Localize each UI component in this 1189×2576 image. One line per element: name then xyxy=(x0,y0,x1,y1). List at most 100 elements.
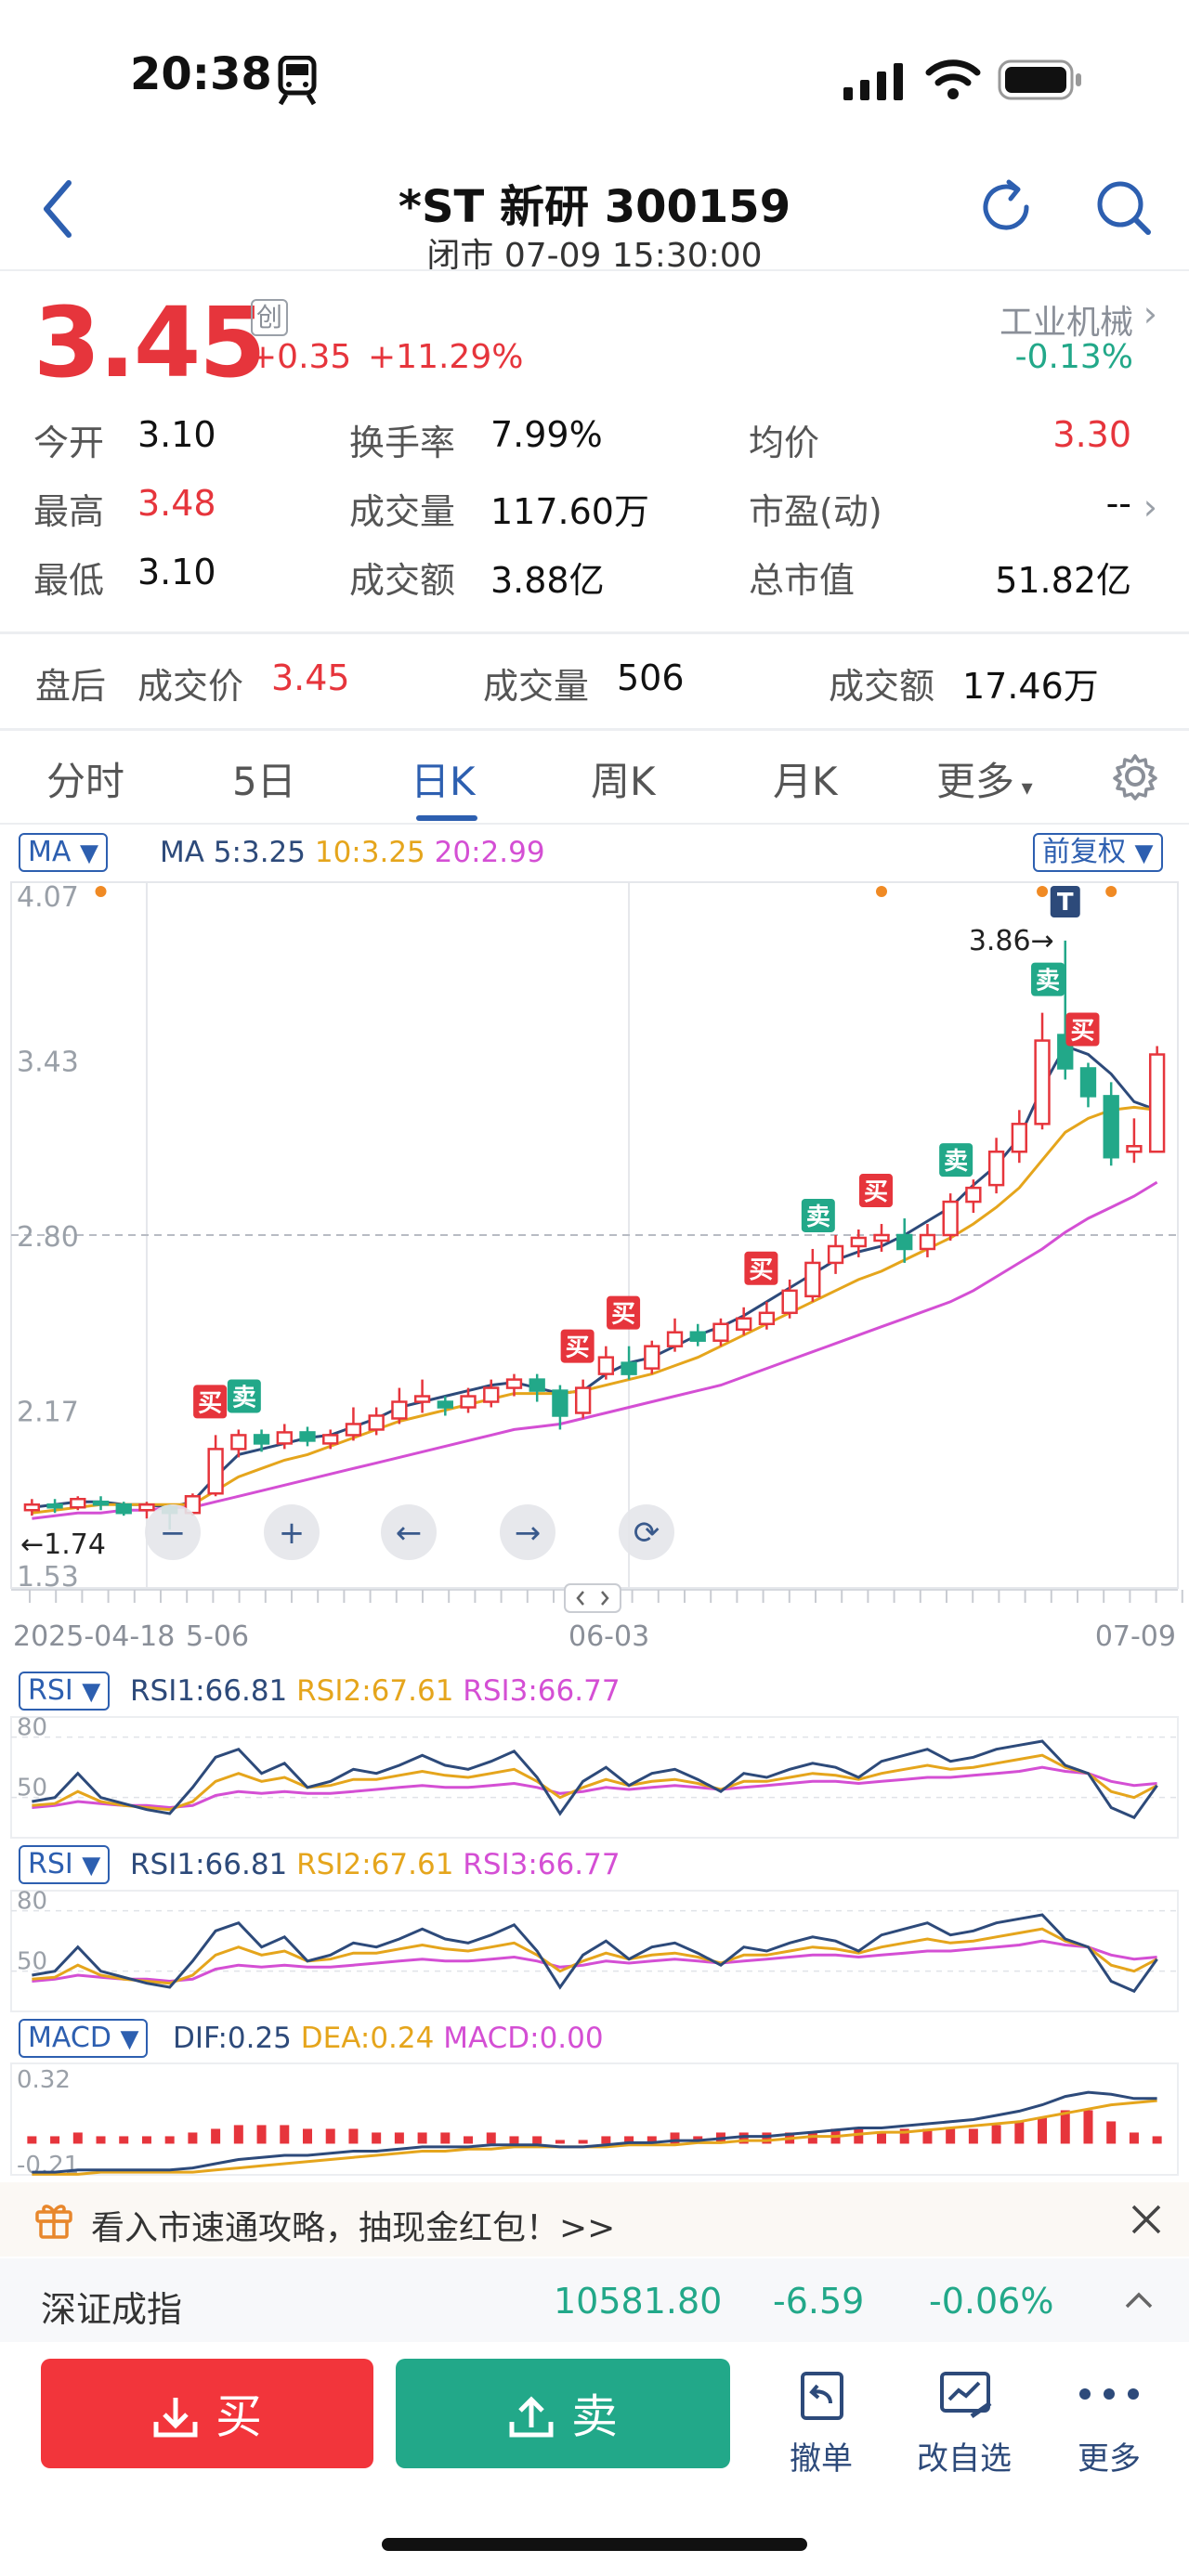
buy-button[interactable]: 买 xyxy=(41,2359,373,2468)
tab-daily-k[interactable]: 日K xyxy=(411,759,476,804)
macd-bar xyxy=(1129,2132,1139,2144)
y-tick-label: 1.53 xyxy=(17,1561,79,1594)
tab-weekly-k[interactable]: 周K xyxy=(591,759,656,804)
macd-bar xyxy=(464,2136,474,2144)
rsi-selector[interactable]: RSI ▼ xyxy=(19,1672,111,1711)
gear-icon[interactable] xyxy=(1111,752,1159,800)
cancel-order-button[interactable]: 撤单 xyxy=(756,2359,886,2479)
chart-control-button[interactable]: − xyxy=(145,1504,201,1560)
industry-change-pct: -0.13% xyxy=(1014,338,1133,376)
index-ticker[interactable]: 深证成指 10581.80 -6.59 -0.06% xyxy=(0,2258,1189,2342)
chart-control-button[interactable]: + xyxy=(264,1504,320,1560)
signal-marker xyxy=(744,1251,778,1285)
board-badge: 创 xyxy=(251,299,288,336)
dropdown-caret-icon: ▼ xyxy=(120,2025,139,2053)
sell-label: 卖 xyxy=(571,2389,618,2444)
stat-value: 3.30 xyxy=(1052,414,1131,455)
page-title: *ST 新研 300159 xyxy=(398,181,791,233)
pe-chevron-icon[interactable]: › xyxy=(1143,487,1157,527)
more-dots-icon xyxy=(1079,2388,1139,2400)
candle-body xyxy=(276,1431,293,1445)
chevron-right-icon xyxy=(601,1591,609,1606)
candle-body xyxy=(529,1378,545,1392)
chart-control-bg xyxy=(381,1504,437,1560)
back-button[interactable] xyxy=(30,172,85,246)
macd-bar xyxy=(532,2136,542,2144)
price-change-pct: +11.29% xyxy=(368,338,524,376)
signal-marker xyxy=(939,1143,973,1177)
tab-intraday[interactable]: 分时 xyxy=(46,759,125,804)
macd-bar xyxy=(899,2128,909,2144)
macd-bar xyxy=(670,2132,680,2144)
rsi2-value: RSI2:67.61 xyxy=(296,1674,454,1708)
y-tick-label: 4.07 xyxy=(17,881,79,914)
close-icon[interactable] xyxy=(1130,2203,1163,2236)
signal-label: 卖 xyxy=(806,1203,830,1231)
after-hours-volume: 506 xyxy=(617,657,685,698)
signal-marker xyxy=(193,1385,228,1419)
chart-control-button[interactable]: → xyxy=(500,1504,555,1560)
promo-banner[interactable]: 看入市速通攻略，抽现金红包！>> xyxy=(0,2182,1189,2257)
rsi-values-2: RSI1:66.81 RSI2:67.61 RSI3:66.77 xyxy=(130,1848,621,1881)
undo-doc-icon xyxy=(801,2372,843,2420)
candle-body xyxy=(621,1361,637,1375)
chart-control-button[interactable]: ← xyxy=(381,1504,437,1560)
t-badge xyxy=(1050,886,1080,917)
signal-label: 卖 xyxy=(232,1384,256,1412)
refresh-button[interactable] xyxy=(975,176,1037,238)
candle-body xyxy=(505,1378,523,1389)
macd-bar xyxy=(738,2132,749,2144)
search-button[interactable] xyxy=(1092,176,1154,238)
candle-body xyxy=(873,1233,890,1242)
tab-5day[interactable]: 5日 xyxy=(232,759,296,804)
candle-body xyxy=(552,1389,568,1417)
wifi-icon xyxy=(925,59,981,99)
macd-bar xyxy=(1106,2121,1117,2144)
rsi-frame xyxy=(10,1716,1179,1839)
rsi-selector-2[interactable]: RSI ▼ xyxy=(19,1845,111,1884)
candle-body xyxy=(644,1345,660,1370)
stat-value: 117.60万 xyxy=(490,491,649,532)
tab-more[interactable]: 更多 ▾ xyxy=(936,750,1033,807)
macd-bar xyxy=(1060,2110,1070,2144)
high-annotation: 3.86→ xyxy=(969,925,1054,957)
stat-value: 3.88亿 xyxy=(490,560,605,601)
candle-body xyxy=(368,1414,385,1431)
x-tick-label: 5-06 xyxy=(186,1620,249,1653)
ma-line xyxy=(32,1180,1158,1520)
y-tick-label: 2.80 xyxy=(17,1221,79,1254)
macd-bar xyxy=(968,2128,978,2144)
macd-bar xyxy=(96,2136,106,2144)
macd-bar xyxy=(256,2125,267,2144)
candle-body xyxy=(391,1400,408,1420)
cancel-order-label: 撤单 xyxy=(790,2440,853,2478)
candlestick-chart[interactable]: 4.073.432.802.171.53买 卖买买买卖买卖卖买T3.86→←1.7… xyxy=(0,875,1189,1655)
adjust-selector[interactable]: 前复权 ▼ xyxy=(1033,833,1163,872)
candle-body xyxy=(115,1503,132,1515)
macd-value: MACD:0.00 xyxy=(443,2022,604,2055)
ma-selector[interactable]: MA ▼ xyxy=(19,833,108,872)
chart-control-button[interactable]: ⟳ xyxy=(619,1504,674,1560)
sell-button[interactable]: 卖 xyxy=(396,2359,730,2468)
tab-monthly-k[interactable]: 月K xyxy=(773,759,838,804)
macd-bar xyxy=(601,2136,611,2144)
tab-more-label: 更多 xyxy=(936,759,1015,804)
candle-body xyxy=(896,1233,913,1251)
chevron-up-icon[interactable] xyxy=(1124,2290,1154,2310)
macd-bar xyxy=(509,2136,519,2144)
buy-label: 买 xyxy=(216,2389,262,2444)
chart-scroll-handle[interactable] xyxy=(564,1583,621,1613)
macd-bar xyxy=(27,2136,37,2144)
x-tick-label: 06-03 xyxy=(568,1620,649,1653)
stat-label: 成交量 xyxy=(349,491,456,532)
more-button[interactable]: 更多 xyxy=(1044,2359,1174,2479)
chart-control-icon: − xyxy=(160,1515,187,1552)
macd-selector[interactable]: MACD ▼ xyxy=(19,2019,149,2058)
promo-text: 看入市速通攻略，抽现金红包！>> xyxy=(91,2209,616,2247)
rsi1-value: RSI1:66.81 xyxy=(130,1848,288,1881)
edit-watchlist-button[interactable]: 改自选 xyxy=(899,2359,1029,2479)
candle-body xyxy=(23,1503,41,1512)
rsi3-value: RSI3:66.77 xyxy=(463,1674,621,1708)
index-change-pct: -0.06% xyxy=(929,2281,1054,2322)
candle-body xyxy=(1148,1053,1166,1153)
